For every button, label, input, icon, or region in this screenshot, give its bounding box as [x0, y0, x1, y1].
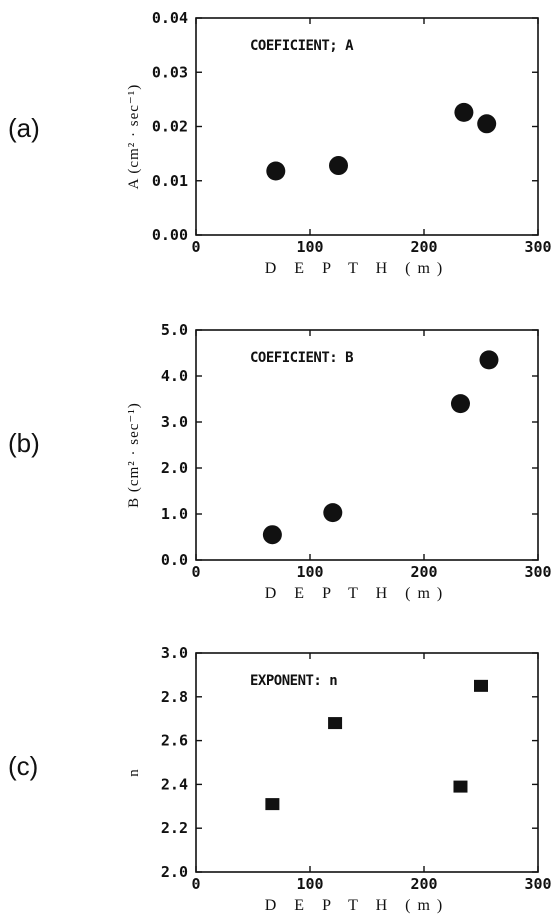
panel-b-panel-label: (b) [8, 428, 40, 458]
panel-b-annotation: COEFICIENT: B [250, 350, 353, 366]
panel-a-xtick-label: 0 [191, 238, 200, 256]
panel-c-ytick-label: 2.2 [161, 819, 188, 837]
panel-b-ytick-label: 1.0 [161, 505, 188, 523]
panel-b-plot-frame [195, 329, 539, 561]
panel-a-data-point [266, 161, 286, 181]
panel-a-ytick-label: 0.04 [152, 9, 188, 27]
panel-b-xtick-label: 100 [296, 563, 323, 581]
panel-b-ytick-label: 5.0 [161, 321, 188, 339]
panel-c-ytick-label: 2.4 [161, 775, 188, 793]
panel-c-panel-label: (c) [8, 751, 38, 781]
panel-b-ytick-label: 0.0 [161, 551, 188, 569]
panel-b-ytick-label: 4.0 [161, 367, 188, 385]
panel-b-data-point [479, 350, 499, 370]
panel-a-x-axis-label: D E P T H (m) [265, 260, 449, 277]
panel-b-xtick-label: 0 [191, 563, 200, 581]
panel-a-xtick-label: 100 [296, 238, 323, 256]
panel-a-ytick-label: 0.01 [152, 172, 188, 190]
panel-c-xtick-label: 0 [191, 875, 200, 893]
panel-b-y-axis-label: B (cm² · sec⁻¹) [126, 402, 142, 508]
panel-b-data-point [323, 503, 343, 523]
panel-b-xtick-label: 200 [410, 563, 437, 581]
panel-a-ytick-label: 0.00 [152, 226, 188, 244]
panel-c-ytick-label: 2.0 [161, 863, 188, 881]
panel-c-xtick-label: 300 [524, 875, 551, 893]
panel-c-ytick-label: 2.8 [161, 688, 188, 706]
panel-c-xtick-label: 100 [296, 875, 323, 893]
panel-a-data-point [329, 156, 348, 176]
panel-a-ytick-label: 0.03 [152, 63, 188, 81]
panel-c-ytick-label: 2.6 [161, 732, 188, 750]
panel-c-ytick-label: 3.0 [161, 644, 188, 662]
panel-a-panel-label: (a) [8, 113, 40, 143]
panel-c-plot-frame [195, 652, 539, 873]
panel-b-data-point [450, 394, 470, 414]
panel-c-xtick-label: 200 [410, 875, 437, 893]
panel-a-xtick-label: 200 [410, 238, 437, 256]
panel-c-annotation: EXPONENT: n [250, 673, 337, 689]
panel-c-data-point [474, 679, 488, 692]
panel-b-ytick-label: 2.0 [161, 459, 188, 477]
panel-a-xtick-label: 300 [524, 238, 551, 256]
panel-c-data-point [453, 780, 468, 793]
panel-b-x-axis-label: D E P T H (m) [265, 585, 449, 602]
panel-a-data-point [454, 102, 474, 122]
panel-c-data-point [328, 717, 343, 730]
panel-b-data-point [262, 525, 282, 545]
panel-c-data-point [265, 798, 280, 811]
panel-b-xtick-label: 300 [524, 563, 551, 581]
panel-b-ytick-label: 3.0 [161, 413, 188, 431]
panel-a-y-axis-label: A (cm² · sec⁻¹) [126, 84, 142, 190]
panel-c-x-axis-label: D E P T H (m) [265, 897, 449, 914]
panel-a-annotation: COEFICIENT; A [250, 38, 354, 54]
panel-c-y-axis-label: n [126, 768, 142, 777]
panel-a-ytick-label: 0.02 [152, 118, 188, 136]
panel-a-data-point [477, 114, 497, 134]
